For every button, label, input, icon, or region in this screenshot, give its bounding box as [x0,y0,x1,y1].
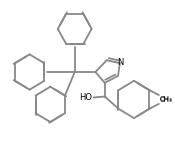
Text: HO: HO [79,93,92,102]
Text: CH₃: CH₃ [160,97,173,103]
Text: N: N [118,58,124,67]
Text: CH₃: CH₃ [160,96,173,102]
